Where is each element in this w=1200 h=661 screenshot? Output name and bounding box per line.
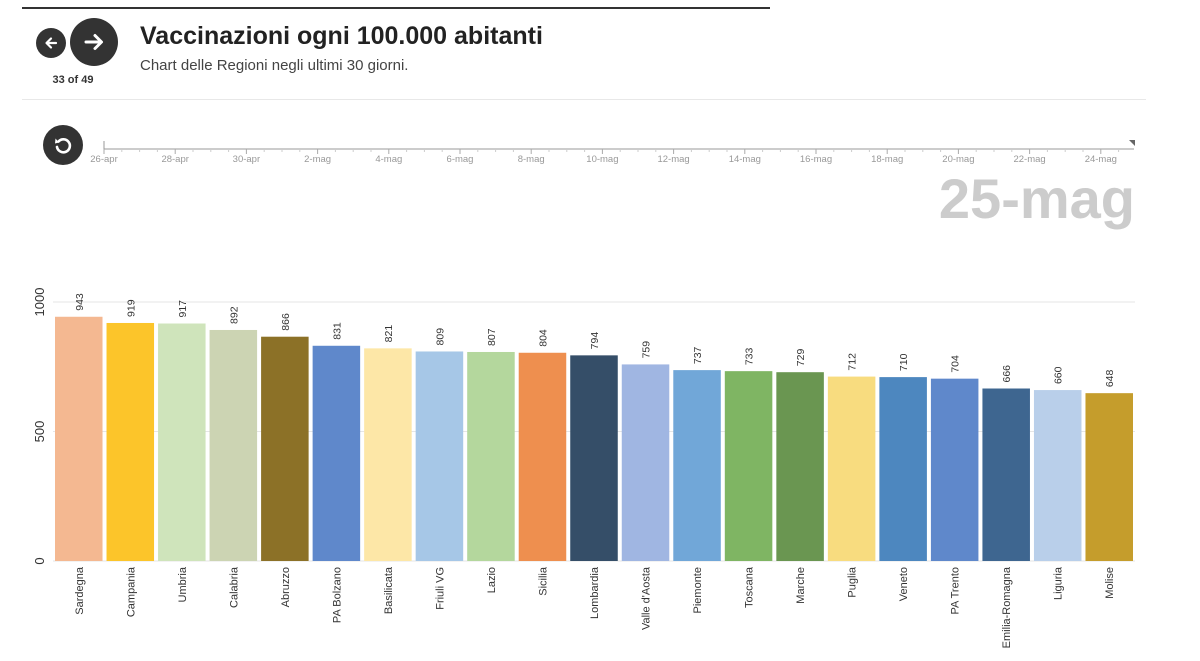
timeline-label: 14-mag [729, 154, 761, 165]
timeline-label: 30-apr [233, 154, 260, 165]
category-label: Puglia [847, 566, 859, 597]
timeline-label: 10-mag [586, 154, 618, 165]
category-label: Lombardia [589, 566, 601, 619]
bar-value-label: 866 [280, 313, 292, 331]
category-label: Veneto [898, 567, 910, 601]
category-label: Sardegna [74, 566, 86, 615]
timeline-label: 8-mag [518, 154, 545, 165]
bar-value-label: 729 [795, 349, 807, 367]
timeline-label: 16-mag [800, 154, 832, 165]
category-label: Umbria [177, 566, 189, 602]
bar [673, 370, 721, 561]
timeline-label: 26-apr [90, 154, 117, 165]
category-label: Abruzzo [280, 567, 292, 607]
bar [1033, 390, 1082, 561]
category-label: Liguria [1053, 566, 1065, 600]
category-label: Campania [125, 566, 137, 617]
bar-value-label: 804 [537, 329, 549, 347]
bar [415, 351, 464, 561]
timeline-label: 6-mag [447, 154, 474, 165]
timeline-handle[interactable] [1129, 140, 1135, 146]
bar [570, 355, 618, 561]
category-label: Calabria [228, 566, 240, 608]
bar [106, 322, 155, 561]
top-rule [22, 7, 770, 9]
timeline-slider[interactable]: 26-apr 28-apr 30-apr 2-mag 4-mag 6-mag 8-mag 10… [0, 0, 1200, 175]
arrow-right-icon [84, 34, 103, 50]
category-label: PA Bolzano [331, 567, 343, 623]
bar [261, 336, 309, 561]
bar [621, 364, 670, 561]
bar-value-label: 737 [692, 346, 704, 364]
timeline-label: 18-mag [871, 154, 903, 165]
timeline-label: 24-mag [1085, 154, 1117, 165]
bar [209, 329, 258, 561]
replay-icon [55, 138, 72, 154]
category-label: Valle d'Aosta [641, 566, 653, 630]
category-label: Friuli VG [434, 567, 446, 610]
bar [724, 371, 773, 561]
bar-value-label: 733 [744, 347, 756, 365]
current-date-label: 25-mag [938, 167, 1135, 230]
timeline-label: 20-mag [942, 154, 974, 165]
bar-value-label: 809 [434, 328, 446, 346]
bar-value-label: 917 [177, 300, 189, 318]
bar [364, 348, 412, 561]
header-divider [22, 99, 1146, 100]
bar-value-label: 821 [383, 325, 395, 343]
bar-value-label: 712 [847, 353, 859, 371]
bar [879, 377, 927, 561]
bar-value-label: 943 [74, 293, 86, 311]
bar-value-label: 759 [641, 341, 653, 359]
bar-value-label: 660 [1053, 366, 1065, 384]
bar [312, 345, 361, 561]
bar-value-label: 794 [589, 332, 601, 350]
bar [1085, 393, 1133, 561]
category-label: PA Trento [950, 567, 962, 615]
slide-counter: 33 of 49 [52, 74, 94, 86]
timeline-label: 2-mag [304, 154, 331, 165]
category-label: Marche [795, 567, 807, 604]
category-label: Emilia-Romagna [1001, 566, 1013, 648]
timeline-label: 4-mag [375, 154, 402, 165]
category-label: Toscana [744, 566, 756, 608]
timeline-label: 22-mag [1013, 154, 1045, 165]
previous-button[interactable] [36, 28, 66, 58]
category-label: Sicilia [537, 566, 549, 596]
next-button[interactable] [70, 18, 118, 66]
bar-value-label: 648 [1104, 369, 1116, 387]
y-tick-label: 1000 [32, 288, 47, 317]
bar-value-label: 710 [898, 353, 910, 371]
bar-value-label: 666 [1001, 365, 1013, 383]
arrow-left-icon [45, 37, 58, 49]
timeline-label: 28-apr [161, 154, 188, 165]
timeline-label: 12-mag [657, 154, 689, 165]
bar [982, 388, 1030, 561]
bar [55, 316, 103, 561]
category-label: Basilicata [383, 566, 395, 614]
bar-value-label: 919 [125, 299, 137, 317]
y-tick-label: 500 [32, 421, 47, 443]
bar [776, 372, 824, 561]
category-label: Lazio [486, 567, 498, 593]
bar [827, 376, 876, 561]
bar [467, 351, 515, 561]
page-title: Vaccinazioni ogni 100.000 abitanti [140, 22, 543, 50]
y-tick-label: 0 [32, 557, 47, 564]
bar-value-label: 807 [486, 328, 498, 346]
replay-button[interactable] [43, 125, 83, 165]
bar [930, 378, 979, 561]
bar-value-label: 831 [331, 322, 343, 340]
bar-value-label: 704 [950, 355, 962, 373]
page-subtitle: Chart delle Regioni negli ultimi 30 gior… [140, 57, 409, 74]
bar [518, 352, 567, 561]
category-label: Piemonte [692, 567, 704, 613]
category-label: Molise [1104, 567, 1116, 599]
bar [158, 323, 206, 561]
bar-value-label: 892 [228, 306, 240, 324]
